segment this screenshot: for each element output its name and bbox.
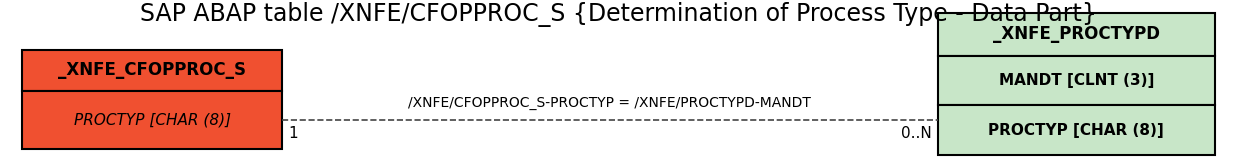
- Text: MANDT [CLNT (3)]: MANDT [CLNT (3)]: [998, 73, 1154, 88]
- Bar: [22, 50, 282, 91]
- Text: 1: 1: [288, 126, 298, 141]
- Text: SAP ABAP table /XNFE/CFOPPROC_S {Determination of Process Type - Data Part}: SAP ABAP table /XNFE/CFOPPROC_S {Determi…: [140, 2, 1097, 27]
- Bar: [938, 105, 1215, 155]
- Text: _XNFE_PROCTYPD: _XNFE_PROCTYPD: [992, 25, 1160, 44]
- Text: PROCTYP [CHAR (8)]: PROCTYP [CHAR (8)]: [73, 112, 231, 127]
- Text: /XNFE/CFOPPROC_S-PROCTYP = /XNFE/PROCTYPD-MANDT: /XNFE/CFOPPROC_S-PROCTYP = /XNFE/PROCTYP…: [408, 96, 811, 110]
- Bar: [938, 56, 1215, 105]
- Text: _XNFE_CFOPPROC_S: _XNFE_CFOPPROC_S: [58, 61, 246, 79]
- Text: PROCTYP [CHAR (8)]: PROCTYP [CHAR (8)]: [988, 123, 1164, 138]
- Bar: [938, 13, 1215, 56]
- Text: 0..N: 0..N: [901, 126, 931, 141]
- Bar: [22, 91, 282, 148]
